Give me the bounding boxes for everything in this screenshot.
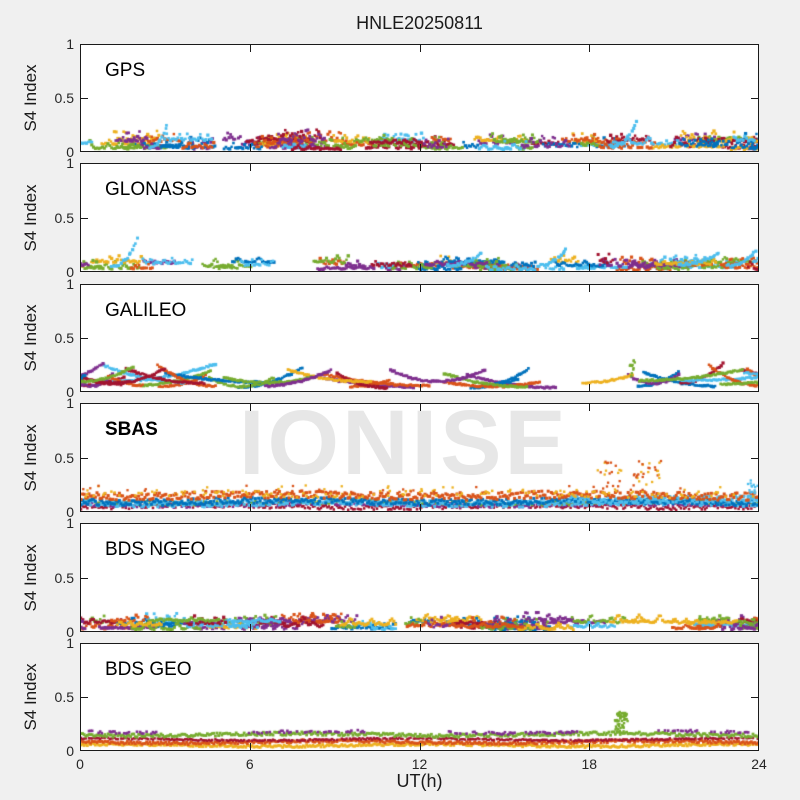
y-tick-label: 0.5: [54, 209, 74, 226]
tick-mark: [589, 743, 591, 750]
tick-mark: [751, 338, 758, 339]
plot-canvas-glonass: [81, 164, 758, 271]
tick-mark: [419, 384, 421, 391]
y-tick-label: 0.5: [54, 330, 74, 346]
tick-mark: [589, 164, 591, 171]
panel-label-sbas: SBAS: [105, 419, 158, 440]
tick-mark: [589, 144, 591, 151]
plot-canvas-bds-geo: [81, 644, 758, 750]
x-tick-label: 18: [581, 756, 598, 772]
tick-mark: [81, 338, 88, 339]
y-tick-label: 0.5: [54, 449, 74, 466]
tick-mark: [589, 644, 591, 651]
tick-mark: [589, 404, 591, 411]
tick-mark: [81, 577, 88, 579]
y-tick-label: 1: [66, 155, 74, 171]
y-tick-label: 0.5: [54, 689, 74, 705]
tick-mark: [249, 743, 251, 750]
tick-mark: [249, 285, 251, 292]
tick-mark: [419, 264, 421, 271]
tick-mark: [249, 524, 251, 531]
y-tick-label: 0: [66, 504, 74, 520]
tick-mark: [419, 743, 421, 750]
x-axis-label: UT(h): [396, 771, 443, 791]
tick-mark: [249, 504, 251, 511]
y-tick-label: 0.5: [54, 90, 74, 106]
x-tick-label: 6: [245, 756, 254, 772]
tick-mark: [249, 45, 251, 52]
panel-label-bds-ngeo: BDS NGEO: [105, 539, 206, 560]
tick-mark: [419, 404, 421, 411]
x-tick-label: 24: [751, 756, 767, 772]
tick-mark: [419, 45, 421, 52]
tick-mark: [419, 144, 421, 151]
tick-mark: [419, 164, 421, 171]
panel-label-glonass: GLONASS: [105, 179, 197, 200]
y-axis-label: S4 Index: [21, 183, 40, 252]
tick-mark: [751, 457, 758, 459]
tick-mark: [589, 384, 591, 391]
tick-mark: [751, 577, 758, 579]
tick-mark: [249, 644, 251, 651]
tick-mark: [751, 98, 758, 99]
y-tick-label: 0: [66, 743, 74, 759]
tick-mark: [589, 264, 591, 271]
y-axis-label: S4 Index: [21, 543, 40, 612]
tick-mark: [751, 217, 758, 219]
tick-mark: [81, 98, 88, 99]
plot-canvas-galileo: [81, 285, 758, 391]
y-axis-label: S4 Index: [21, 64, 40, 132]
panel-label-gps: GPS: [105, 60, 146, 81]
tick-mark: [249, 384, 251, 391]
y-axis-label: S4 Index: [21, 423, 40, 492]
tick-mark: [419, 524, 421, 531]
tick-mark: [589, 504, 591, 511]
tick-mark: [249, 624, 251, 631]
tick-mark: [589, 524, 591, 531]
y-tick-label: 0: [66, 144, 74, 160]
x-tick-label: 0: [76, 756, 84, 772]
tick-mark: [249, 264, 251, 271]
tick-mark: [81, 217, 88, 219]
y-tick-label: 0.5: [54, 569, 74, 586]
tick-mark: [419, 644, 421, 651]
tick-mark: [419, 285, 421, 292]
tick-mark: [81, 697, 88, 698]
tick-mark: [81, 457, 88, 459]
panel-label-galileo: GALILEO: [105, 300, 187, 321]
plot-canvas-sbas: [81, 404, 758, 511]
y-axis-label: S4 Index: [21, 663, 40, 731]
figure-title: HNLE20250811: [356, 13, 483, 33]
tick-mark: [249, 164, 251, 171]
y-tick-label: 0: [66, 624, 74, 640]
y-tick-label: 1: [66, 395, 74, 411]
x-tick-label: 12: [411, 756, 428, 772]
tick-mark: [589, 45, 591, 52]
tick-mark: [589, 624, 591, 631]
tick-mark: [419, 624, 421, 631]
tick-mark: [589, 285, 591, 292]
y-tick-label: 1: [66, 635, 74, 651]
y-tick-label: 1: [66, 36, 74, 52]
tick-mark: [249, 144, 251, 151]
panel-label-bds-geo: BDS GEO: [105, 659, 192, 680]
y-tick-label: 0: [66, 384, 74, 400]
tick-mark: [751, 697, 758, 698]
tick-mark: [419, 504, 421, 511]
tick-mark: [249, 404, 251, 411]
y-tick-label: 0: [66, 264, 74, 280]
y-tick-label: 1: [66, 276, 74, 292]
y-axis-label: S4 Index: [21, 304, 40, 372]
y-tick-label: 1: [66, 515, 74, 531]
plot-canvas-bds-ngeo: [81, 524, 758, 631]
plot-canvas-gps: [81, 45, 758, 151]
